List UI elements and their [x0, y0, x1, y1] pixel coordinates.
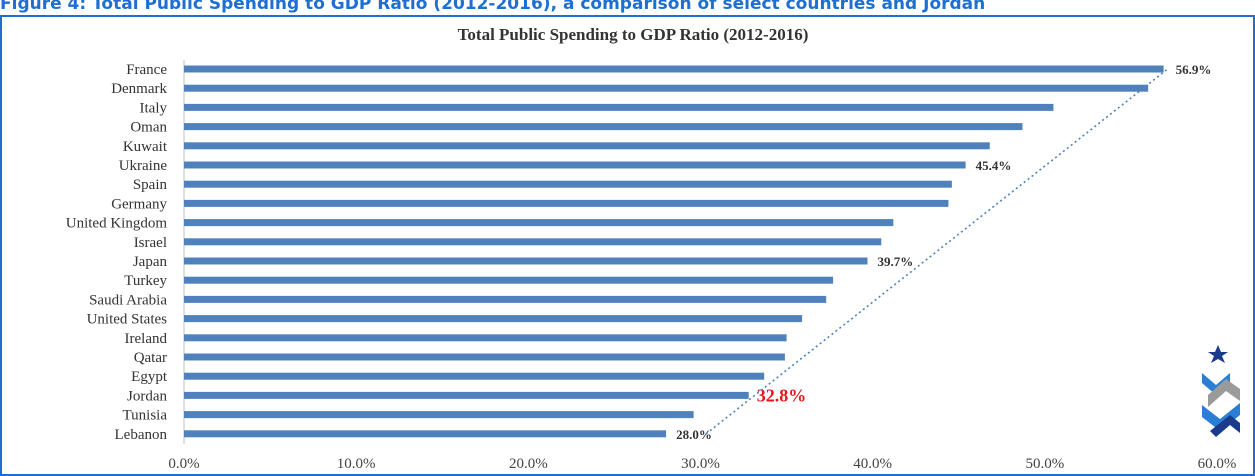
category-label: Germany — [111, 196, 167, 212]
bar-jordan — [184, 391, 749, 399]
data-label-jordan: 32.8% — [757, 385, 807, 405]
x-tick-label: 10.0% — [337, 456, 376, 472]
category-label: United States — [87, 312, 168, 328]
category-label: Tunisia — [123, 408, 168, 424]
data-label-france: 56.9% — [1176, 62, 1212, 77]
data-label-lebanon: 28.0% — [676, 427, 712, 442]
category-label: France — [126, 62, 167, 78]
bar-ireland — [184, 334, 787, 342]
bar-italy — [184, 103, 1054, 111]
x-tick-label: 40.0% — [853, 456, 892, 472]
bar-egypt — [184, 372, 765, 380]
category-label: Japan — [133, 254, 168, 270]
bar-lebanon — [184, 430, 667, 438]
x-tick-label: 50.0% — [1025, 456, 1064, 472]
bar-denmark — [184, 84, 1149, 92]
x-tick-label: 20.0% — [509, 456, 548, 472]
category-label: Turkey — [124, 273, 167, 289]
trend-line — [705, 68, 1169, 435]
category-label: Saudi Arabia — [89, 292, 167, 308]
category-label: Ireland — [125, 331, 168, 347]
x-tick-label: 30.0% — [681, 456, 720, 472]
bar-israel — [184, 238, 882, 246]
category-label: Lebanon — [115, 427, 168, 443]
category-label: Oman — [130, 120, 167, 136]
category-label: Italy — [140, 100, 168, 116]
category-label: United Kingdom — [66, 216, 168, 232]
data-label-japan: 39.7% — [878, 254, 914, 269]
bar-turkey — [184, 276, 834, 284]
category-label: Kuwait — [123, 139, 168, 155]
category-label: Jordan — [127, 388, 167, 404]
category-label: Egypt — [131, 369, 168, 385]
bar-japan — [184, 257, 868, 265]
figure-caption: Figure 4: Total Public Spending to GDP R… — [0, 0, 986, 14]
bar-tunisia — [184, 411, 694, 419]
bar-qatar — [184, 353, 785, 361]
logo-icon — [1202, 345, 1240, 437]
x-tick-label: 60.0% — [1198, 456, 1237, 472]
bar-ukraine — [184, 161, 966, 169]
category-label: Ukraine — [119, 158, 168, 174]
bar-germany — [184, 199, 949, 207]
bar-spain — [184, 180, 952, 188]
category-label: Spain — [133, 177, 168, 193]
bar-united-states — [184, 315, 803, 323]
bar-saudi-arabia — [184, 295, 827, 303]
data-label-ukraine: 45.4% — [976, 158, 1012, 173]
bar-kuwait — [184, 142, 990, 150]
category-label: Israel — [134, 235, 167, 251]
x-tick-label: 0.0% — [168, 456, 199, 472]
bar-united-kingdom — [184, 219, 894, 227]
category-label: Qatar — [134, 350, 167, 366]
chart-title: Total Public Spending to GDP Ratio (2012… — [458, 25, 809, 44]
category-label: Denmark — [111, 81, 167, 97]
bar-france — [184, 65, 1164, 73]
bar-oman — [184, 123, 1023, 131]
